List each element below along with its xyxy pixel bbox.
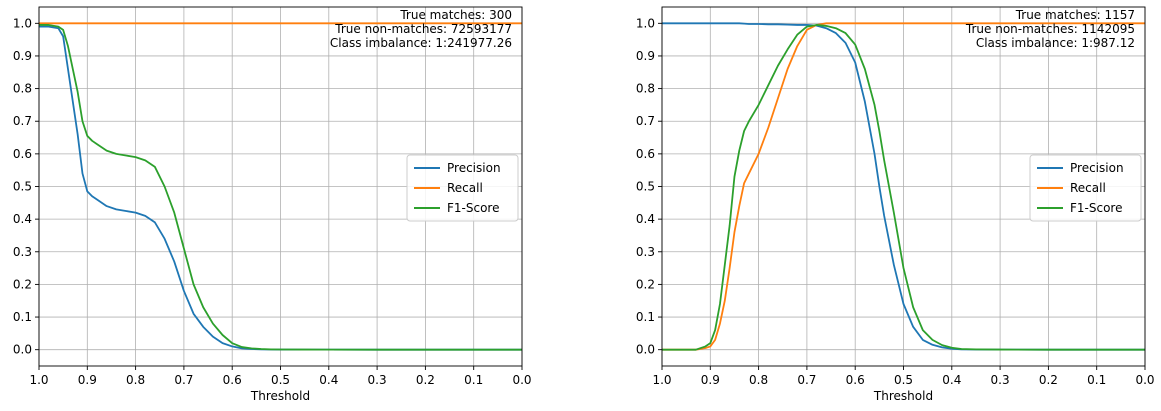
y-tick-label: 0.7 bbox=[636, 114, 655, 128]
legend-label-recall: Recall bbox=[1070, 181, 1106, 195]
y-tick-label: 0.2 bbox=[636, 277, 655, 291]
legend: Precision Recall F1-Score bbox=[406, 154, 519, 222]
x-tick-label: 0.1 bbox=[1087, 373, 1106, 387]
y-tick-label: 0.4 bbox=[13, 212, 32, 226]
y-tick-label: 0.8 bbox=[636, 82, 655, 96]
y-tick-label: 0.2 bbox=[13, 277, 32, 291]
x-tick-label: 0.6 bbox=[846, 373, 865, 387]
y-tick-label: 0.6 bbox=[13, 147, 32, 161]
y-tick-label: 0.6 bbox=[636, 147, 655, 161]
y-tick-label: 0.1 bbox=[13, 310, 32, 324]
y-tick-label: 0.0 bbox=[13, 343, 32, 357]
x-tick-label: 0.2 bbox=[1039, 373, 1058, 387]
legend: Precision Recall F1-Score bbox=[1029, 154, 1142, 222]
x-tick-label: 0.6 bbox=[223, 373, 242, 387]
x-tick-label: 0.4 bbox=[942, 373, 961, 387]
y-tick-label: 0.7 bbox=[13, 114, 32, 128]
y-tick-label: 0.1 bbox=[636, 310, 655, 324]
x-tick-label: 0.9 bbox=[701, 373, 720, 387]
y-tick-label: 0.0 bbox=[636, 343, 655, 357]
x-tick-label: 0.3 bbox=[368, 373, 387, 387]
legend-label-recall: Recall bbox=[447, 181, 483, 195]
legend-label-f1-score: F1-Score bbox=[1070, 201, 1122, 215]
series-line-f1-score bbox=[662, 24, 1145, 351]
y-tick-label: 0.8 bbox=[13, 82, 32, 96]
y-tick-label: 0.9 bbox=[636, 49, 655, 63]
annotation-line: True non-matches: 1142095 bbox=[965, 22, 1135, 36]
x-tick-label: 0.7 bbox=[174, 373, 193, 387]
annotation-line: True matches: 300 bbox=[399, 8, 512, 22]
x-tick-label: 0.5 bbox=[894, 373, 913, 387]
x-tick-label: 0.0 bbox=[512, 373, 531, 387]
x-tick-label: 0.2 bbox=[416, 373, 435, 387]
x-tick-label: 0.8 bbox=[126, 373, 145, 387]
y-tick-label: 1.0 bbox=[636, 16, 655, 30]
x-tick-label: 0.0 bbox=[1135, 373, 1154, 387]
x-axis-label: Threshold bbox=[873, 389, 933, 403]
annotation-line: Class imbalance: 1:241977.26 bbox=[330, 36, 512, 50]
y-tick-label: 0.4 bbox=[636, 212, 655, 226]
x-tick-label: 0.1 bbox=[464, 373, 483, 387]
legend-box bbox=[406, 154, 519, 222]
legend-label-f1-score: F1-Score bbox=[447, 201, 499, 215]
x-tick-label: 0.9 bbox=[78, 373, 97, 387]
x-axis-label: Threshold bbox=[250, 389, 310, 403]
legend-label-precision: Precision bbox=[447, 161, 501, 175]
x-tick-label: 0.7 bbox=[797, 373, 816, 387]
chart-panel-2: 1.0 0.9 0.8 0.7 0.6 0.5 0.4 0.3 0.2 0.1 0.0 0.0 0.1 0… bbox=[636, 6, 1155, 403]
annotation-line: True non-matches: 72593177 bbox=[334, 22, 512, 36]
x-tick-label: 1.0 bbox=[29, 373, 48, 387]
x-tick-label: 0.4 bbox=[319, 373, 338, 387]
legend-label-precision: Precision bbox=[1070, 161, 1124, 175]
y-tick-label: 0.9 bbox=[13, 49, 32, 63]
x-tick-label: 0.3 bbox=[991, 373, 1010, 387]
x-tick-label: 0.8 bbox=[749, 373, 768, 387]
series-line-precision bbox=[662, 22, 1145, 351]
series-line-recall bbox=[662, 22, 1145, 351]
y-tick-label: 0.5 bbox=[636, 180, 655, 194]
annotation-line: True matches: 1157 bbox=[1015, 8, 1135, 22]
x-tick-label: 1.0 bbox=[652, 373, 671, 387]
legend-box bbox=[1029, 154, 1142, 222]
chart-panel-1: 1.0 0.9 0.8 0.7 0.6 0.5 0.4 0.3 0.2 0.1 0.0 0.0 0.1 0… bbox=[13, 6, 532, 403]
annotation-line: Class imbalance: 1:987.12 bbox=[976, 36, 1135, 50]
y-tick-label: 0.3 bbox=[13, 245, 32, 259]
y-tick-label: 0.3 bbox=[636, 245, 655, 259]
series-line-f1-score bbox=[39, 24, 522, 351]
y-tick-label: 1.0 bbox=[13, 16, 32, 30]
x-tick-label: 0.5 bbox=[271, 373, 290, 387]
y-tick-label: 0.5 bbox=[13, 180, 32, 194]
